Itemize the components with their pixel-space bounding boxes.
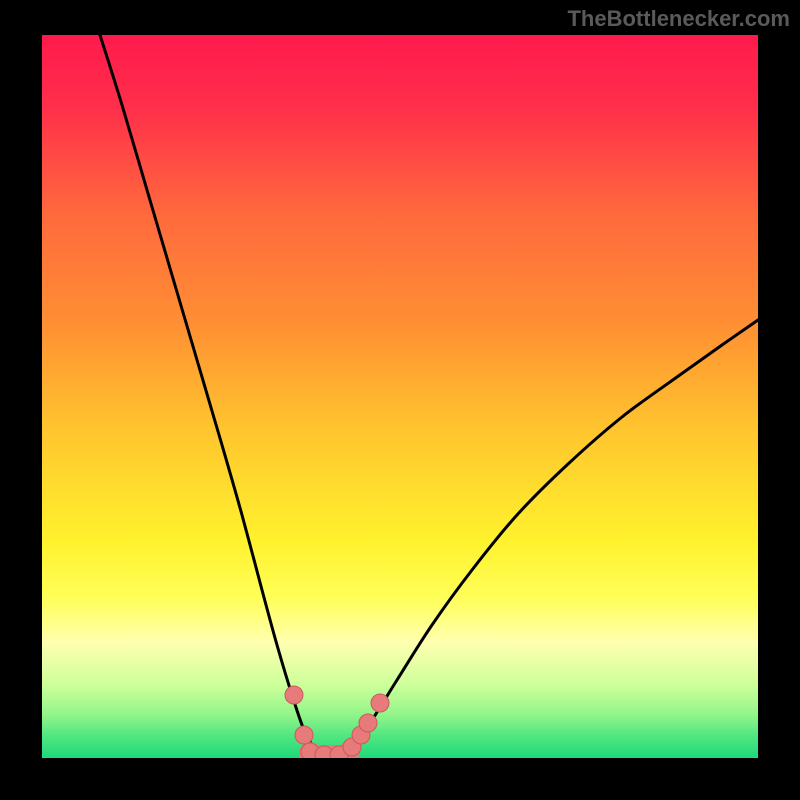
bottleneck-v-curve-chart bbox=[0, 0, 800, 800]
chart-container: TheBottlenecker.com bbox=[0, 0, 800, 800]
marker-point bbox=[295, 726, 313, 744]
marker-point bbox=[285, 686, 303, 704]
watermark: TheBottlenecker.com bbox=[567, 6, 790, 32]
marker-point bbox=[359, 714, 377, 732]
marker-point bbox=[371, 694, 389, 712]
